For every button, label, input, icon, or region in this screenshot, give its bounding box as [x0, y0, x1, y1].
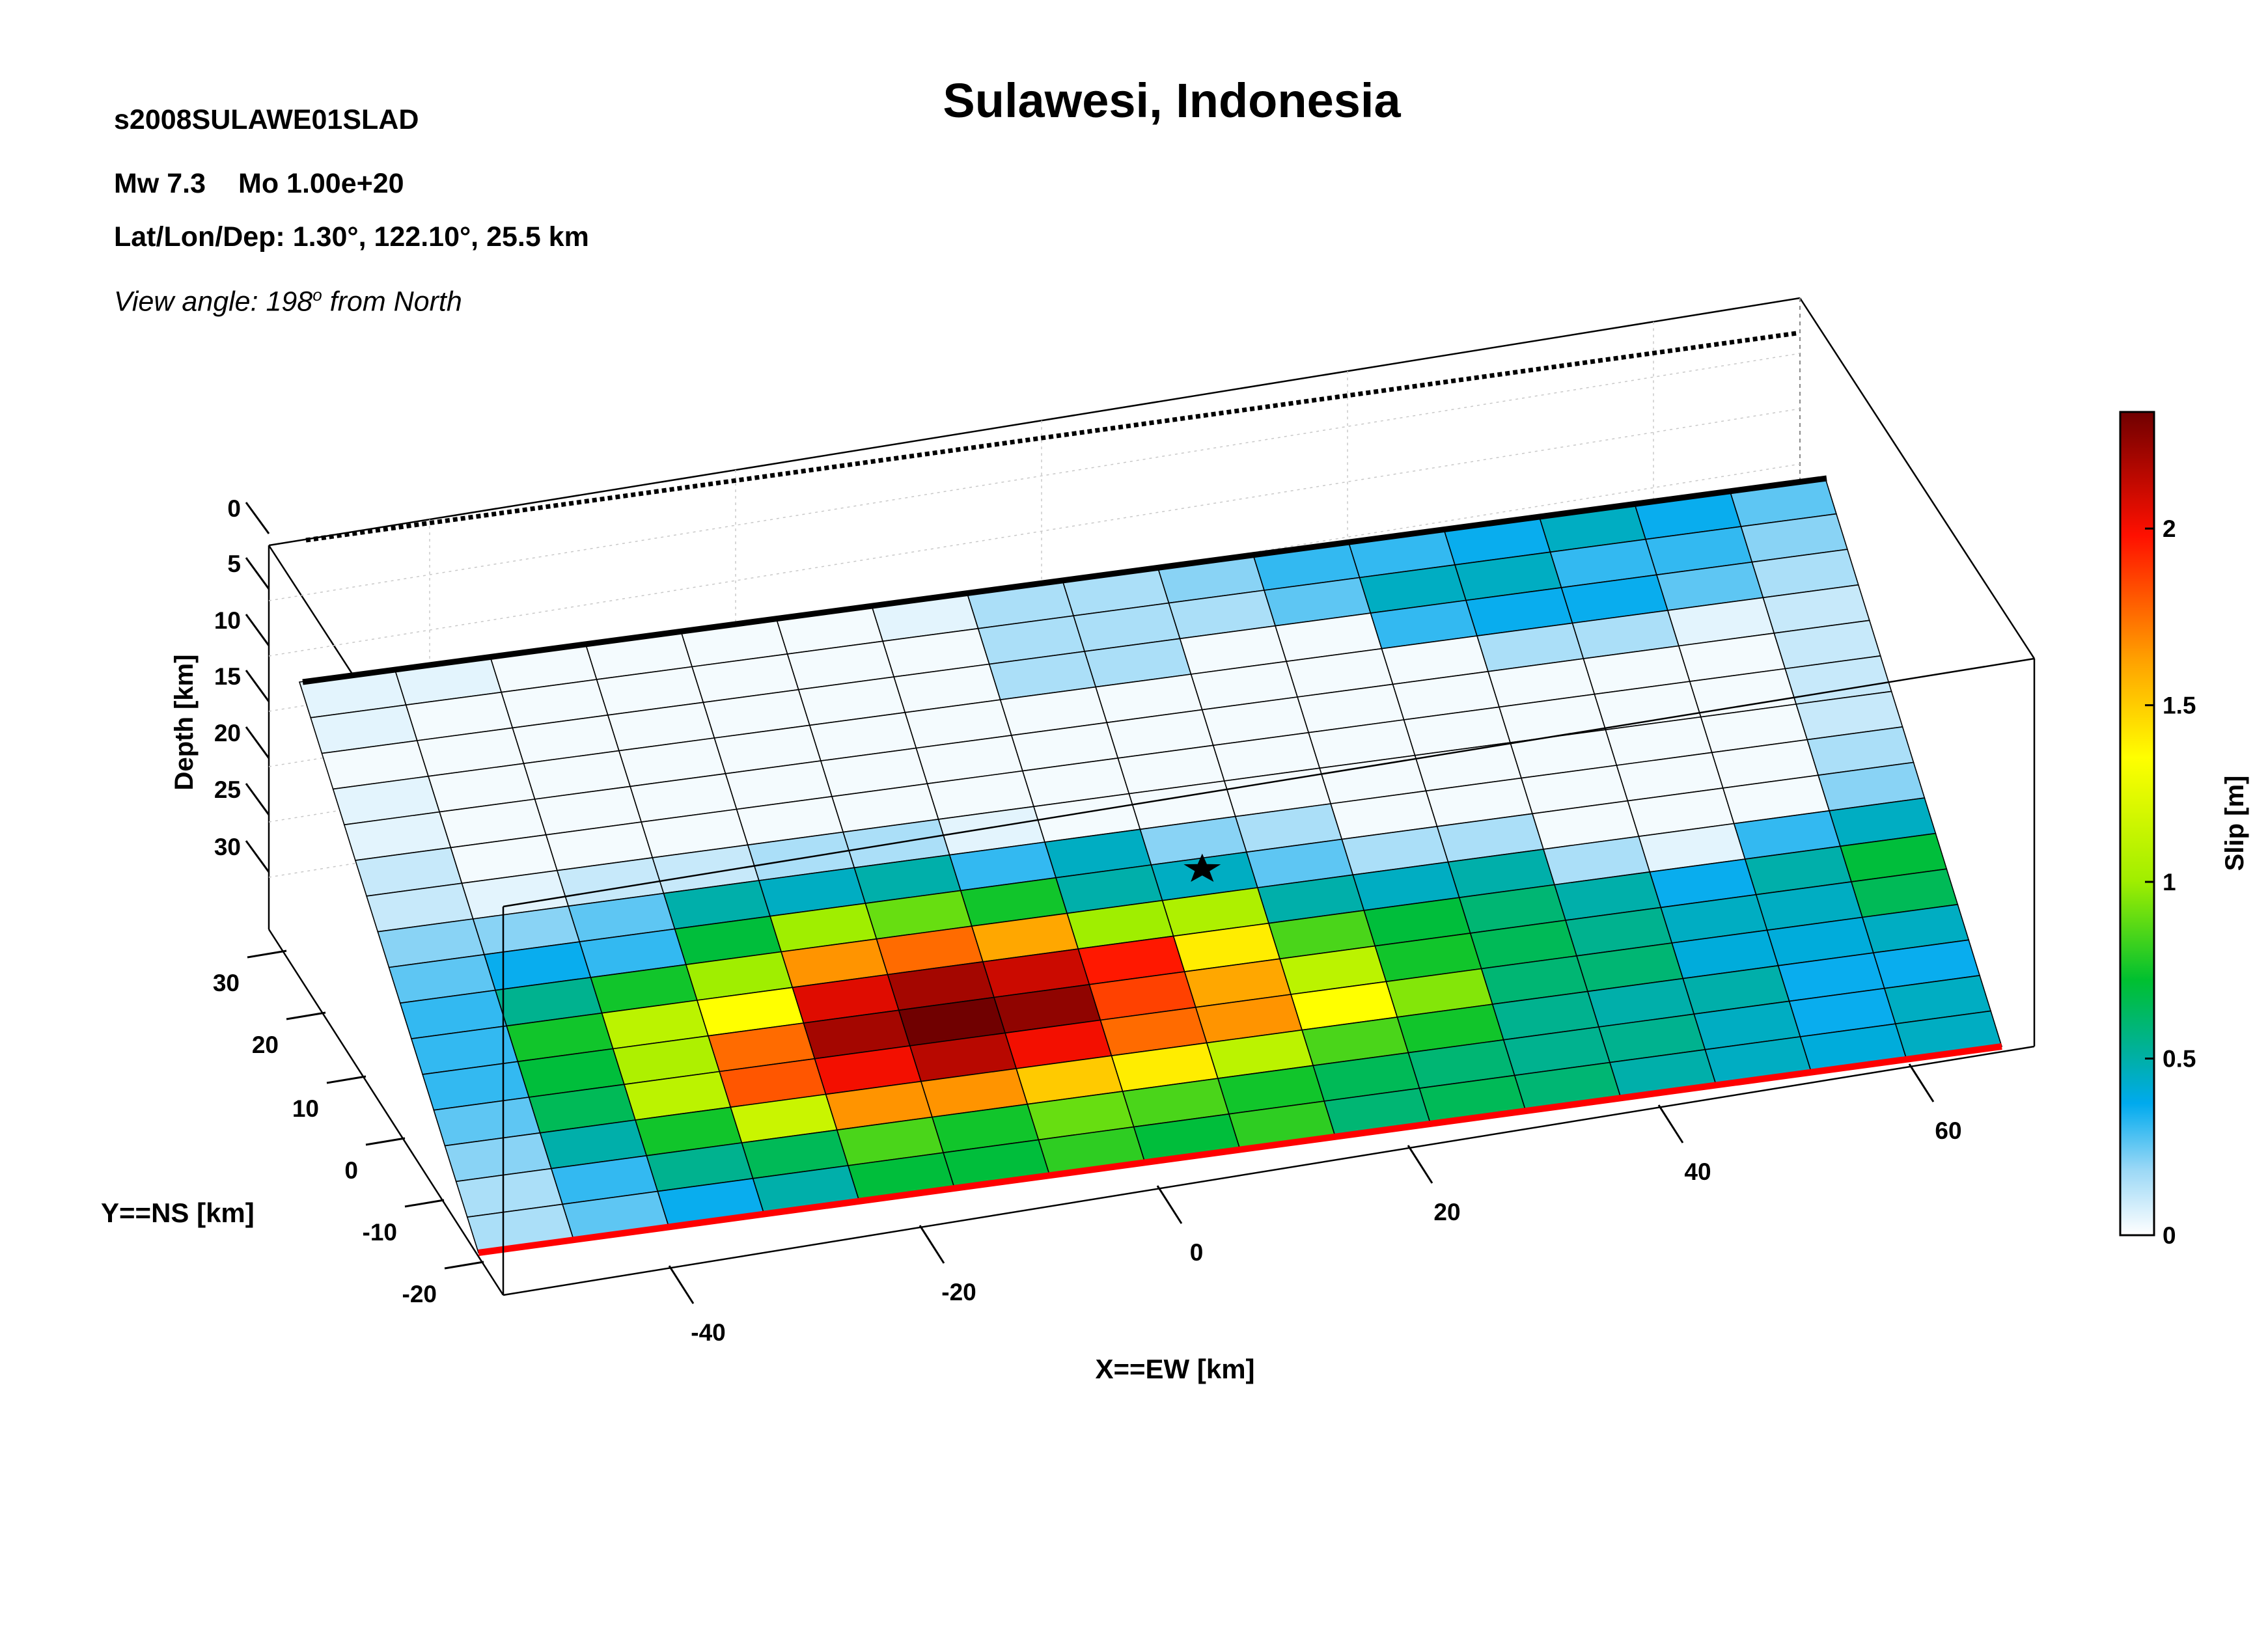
z-tick-label: 25: [214, 776, 241, 803]
z-tick-label: 20: [214, 720, 241, 746]
colorbar-tick-label: 0.5: [2163, 1046, 2196, 1073]
view-angle-degree: o: [312, 285, 322, 305]
x-tick-mark: [1657, 1104, 1684, 1143]
z-tick-mark: [245, 840, 270, 873]
chart-title: Sulawesi, Indonesia: [943, 74, 1401, 128]
y-tick-mark: [286, 1011, 326, 1020]
colorbar-tick-label: 2: [2163, 515, 2176, 542]
x-tick-label: 0: [1190, 1239, 1204, 1266]
colorbar-tick-label: 1.5: [2163, 692, 2196, 719]
z-tick-label: 0: [227, 495, 241, 522]
x-tick-label: -20: [941, 1279, 976, 1305]
z-axis-label: Depth [km]: [170, 655, 199, 791]
view-angle-suffix: from North: [322, 286, 462, 318]
box-edge: [503, 657, 2035, 908]
z-tick-label: 5: [227, 551, 241, 577]
y-tick-label: 20: [252, 1032, 279, 1058]
box-edge: [503, 1045, 2035, 1296]
y-tick-label: 30: [213, 970, 240, 996]
x-tick-label: 60: [1935, 1117, 1961, 1144]
y-tick-mark: [404, 1199, 445, 1208]
colorbar-tick-label: 1: [2163, 869, 2176, 895]
slip-cells: [298, 478, 2003, 1253]
y-tick-label: -20: [402, 1281, 437, 1307]
z-tick-mark: [245, 670, 270, 702]
view-angle-prefix: View angle: 198: [114, 286, 313, 318]
z-tick-mark: [245, 502, 270, 534]
colorbar-label: Slip [m]: [2220, 776, 2249, 871]
z-tick-label: 30: [214, 834, 241, 860]
colorbar: 0 0.5 1 1.5 2 Slip [m]: [2119, 411, 2249, 1249]
z-tick-mark: [245, 614, 270, 646]
x-axis-label: X==EW [km]: [1095, 1354, 1254, 1384]
y-tick-label: -10: [363, 1219, 397, 1246]
plot-overlay: [302, 331, 2035, 1295]
z-tick-label: 15: [214, 663, 241, 690]
z-tick-mark: [245, 783, 270, 815]
y-tick-mark: [365, 1137, 406, 1146]
moment-magnitude: Mw 7.3: [114, 168, 206, 199]
colorbar-tick-label: 0: [2163, 1222, 2176, 1249]
z-tick-mark: [245, 726, 270, 759]
x-tick-label: 40: [1684, 1158, 1711, 1185]
y-tick-mark: [247, 950, 287, 959]
colorbar-gradient: [2119, 411, 2155, 1237]
x-tick-label: -40: [691, 1319, 725, 1346]
seismic-moment: Mo 1.00e+20: [238, 168, 404, 199]
magnitude-line: Mw 7.3 Mo 1.00e+20: [114, 168, 404, 200]
grid-line: [268, 353, 1801, 601]
x-tick-mark: [1407, 1145, 1433, 1184]
location-line: Lat/Lon/Dep: 1.30°, 122.10°, 25.5 km: [114, 221, 589, 253]
box-edge: [268, 929, 505, 1296]
box-edge: [268, 297, 1801, 547]
y-tick-label: 10: [292, 1095, 319, 1122]
surface-projection-line: [305, 331, 1797, 543]
fault-top-edge: [302, 475, 1827, 685]
y-axis-label: Y==NS [km]: [101, 1197, 255, 1228]
x-tick-mark: [1908, 1063, 1935, 1102]
x-tick-mark: [1156, 1185, 1183, 1224]
fault-trace-line: [478, 1043, 2002, 1256]
hypocenter-star-icon: [1183, 853, 1221, 882]
box-edge: [1799, 297, 2036, 659]
view-angle-line: View angle: 198o from North: [114, 285, 462, 318]
x-tick-mark: [668, 1265, 695, 1304]
event-id: s2008SULAWE01SLAD: [114, 104, 419, 135]
z-tick-label: 10: [214, 607, 241, 634]
x-tick-mark: [919, 1225, 945, 1264]
axes: 0 5 10 15 20 25 30 30 20 10 0 -10 -20 -40 -20 0 20 40 60 De…: [101, 495, 1962, 1384]
z-tick-mark: [245, 557, 270, 590]
y-tick-mark: [326, 1075, 366, 1084]
y-tick-mark: [444, 1261, 484, 1270]
x-tick-label: 20: [1433, 1199, 1460, 1225]
grid-line: [268, 408, 1801, 657]
y-tick-label: 0: [344, 1157, 358, 1184]
